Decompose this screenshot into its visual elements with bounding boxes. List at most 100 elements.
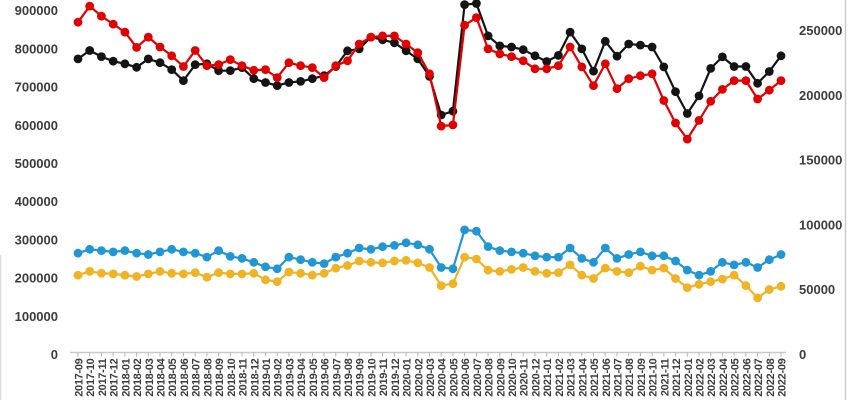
data-point-red (764, 85, 774, 95)
data-point-blue (85, 244, 95, 254)
data-point-yellow (425, 263, 434, 272)
data-point-red (483, 44, 493, 54)
left-axis-tick-label: 700000 (15, 80, 58, 95)
data-point-black (249, 74, 259, 84)
x-axis-tick-label: 2019-12 (390, 358, 402, 396)
data-point-red (776, 76, 786, 85)
data-point-blue (530, 251, 540, 261)
x-axis-tick-label: 2020-07 (472, 358, 484, 396)
data-point-blue (741, 257, 751, 267)
x-axis-tick-label: 2021-04 (577, 357, 589, 396)
data-point-blue (589, 257, 598, 267)
data-point-blue (682, 265, 692, 275)
data-point-blue (612, 254, 622, 263)
right-axis-tick-label: 150000 (799, 153, 842, 168)
data-point-yellow (554, 268, 563, 277)
series-yellow (73, 252, 786, 303)
x-axis-tick-label: 2020-06 (460, 358, 472, 396)
data-point-blue (202, 252, 212, 262)
data-point-yellow (542, 268, 552, 278)
data-point-blue (120, 246, 130, 256)
left-axis-tick-label: 100000 (15, 309, 58, 324)
data-point-blue (507, 247, 516, 257)
data-point-yellow (354, 256, 364, 266)
series-black (73, 0, 786, 120)
data-point-yellow (132, 272, 142, 281)
x-axis-tick-label: 2021-09 (636, 358, 648, 396)
data-point-yellow (85, 267, 95, 276)
x-axis-tick-label: 2022-07 (753, 358, 765, 396)
data-point-red (343, 56, 352, 66)
data-point-red (331, 61, 341, 71)
data-point-red (425, 69, 434, 79)
data-point-black (120, 59, 130, 69)
data-point-red (460, 20, 469, 30)
left-axis-tick-label: 200000 (15, 271, 58, 286)
data-point-red (706, 96, 716, 106)
data-point-black (167, 65, 177, 74)
data-point-black (460, 0, 469, 9)
data-point-yellow (401, 255, 411, 265)
x-axis-tick-label: 2022-03 (706, 358, 718, 396)
data-point-yellow (448, 279, 458, 289)
data-point-yellow (764, 285, 774, 294)
data-point-blue (647, 251, 657, 261)
x-axis-tick-label: 2021-03 (566, 358, 578, 396)
data-point-red (530, 64, 540, 74)
data-point-red (120, 27, 130, 37)
data-point-red (542, 64, 552, 74)
x-axis-tick-label: 2018-08 (202, 358, 214, 396)
data-point-red (284, 58, 294, 68)
x-axis-tick-label: 2020-11 (519, 358, 531, 396)
x-axis-tick-label: 2019-06 (320, 358, 332, 396)
data-point-yellow (483, 265, 493, 275)
data-point-yellow (97, 268, 106, 278)
data-point-blue (307, 257, 317, 267)
data-point-yellow (143, 269, 153, 279)
data-point-yellow (378, 258, 387, 268)
data-point-yellow (659, 263, 669, 273)
data-point-yellow (647, 265, 657, 275)
data-point-red (413, 48, 423, 58)
data-point-blue (753, 263, 762, 272)
data-point-yellow (682, 283, 692, 292)
data-point-black (671, 87, 680, 97)
x-axis-tick-label: 2017-11 (97, 358, 109, 396)
data-point-yellow (530, 267, 540, 276)
data-point-red (729, 76, 739, 85)
data-point-black (706, 64, 716, 73)
data-point-red (718, 85, 727, 94)
data-point-black (225, 66, 235, 76)
right-axis-tick-label: 200000 (799, 88, 842, 103)
x-axis-tick-label: 2019-09 (355, 358, 367, 396)
x-axis-tick-label: 2019-02 (273, 358, 285, 396)
data-point-yellow (753, 293, 762, 303)
data-point-black (682, 109, 692, 118)
x-axis-tick-label: 2018-10 (226, 358, 238, 396)
data-point-blue (237, 254, 247, 263)
data-point-yellow (577, 270, 587, 280)
data-point-yellow (776, 281, 786, 291)
data-point-black (483, 31, 493, 41)
x-axis-tick-label: 2022-01 (683, 358, 695, 396)
data-point-black (214, 66, 224, 76)
data-point-blue (284, 252, 294, 262)
data-point-red (354, 39, 364, 49)
x-axis-tick-label: 2018-05 (167, 358, 179, 396)
data-point-yellow (73, 270, 83, 280)
data-point-red (636, 71, 645, 81)
data-point-blue (425, 244, 434, 254)
data-point-blue (472, 226, 481, 236)
data-point-black (647, 42, 657, 52)
series-blue (73, 225, 786, 280)
x-axis-tick-label: 2020-02 (413, 358, 425, 396)
data-point-black (495, 41, 505, 51)
data-point-black (542, 57, 552, 66)
x-axis-tick-label: 2020-04 (437, 357, 449, 396)
data-point-black (729, 62, 739, 71)
data-point-blue (448, 264, 458, 274)
data-point-red (378, 31, 387, 41)
data-point-blue (554, 252, 563, 262)
data-point-black (190, 60, 200, 69)
